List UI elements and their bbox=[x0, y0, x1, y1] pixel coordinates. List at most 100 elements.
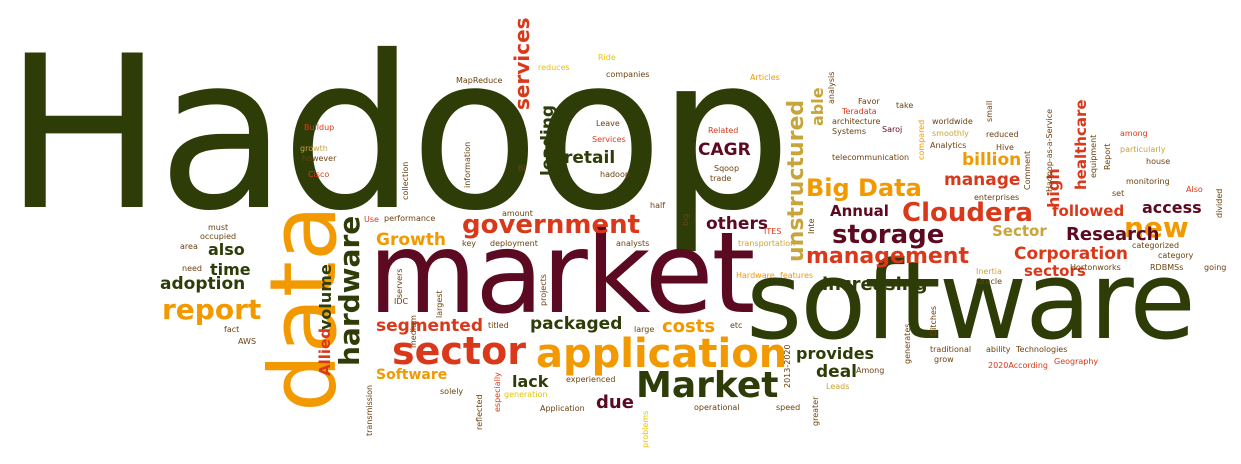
word-related: Related bbox=[708, 126, 739, 135]
word-services-cap: Services bbox=[592, 135, 626, 144]
word-years: 2013-2020 bbox=[783, 344, 792, 388]
word-cagr: CAGR bbox=[698, 140, 751, 160]
word-reflected: reflected bbox=[475, 394, 484, 430]
word-monitoring: monitoring bbox=[1126, 177, 1170, 186]
word-allied: Allied bbox=[316, 328, 334, 376]
word-services: services bbox=[510, 17, 534, 110]
word-volume: volume bbox=[316, 264, 335, 330]
word-collection: collection bbox=[401, 161, 410, 200]
word-going: going bbox=[1204, 263, 1227, 272]
word-however: however bbox=[302, 154, 337, 163]
word-medium: medium bbox=[409, 315, 418, 348]
word-compared: compared bbox=[917, 119, 926, 160]
word-favor: Favor bbox=[858, 97, 880, 106]
word-haas: Hadoop-as-a-Service bbox=[1045, 108, 1054, 192]
word-also-cap: Also bbox=[1186, 185, 1203, 194]
word-enterprises: enterprises bbox=[974, 193, 1020, 202]
word-rdbmss: RDBMSs bbox=[1150, 263, 1184, 272]
word-traditional: traditional bbox=[930, 345, 972, 354]
word-provides: provides bbox=[796, 344, 875, 363]
word-take: take bbox=[896, 101, 914, 110]
word-retail: retail bbox=[564, 148, 616, 168]
word-idc: IDC bbox=[394, 297, 409, 306]
word-projects: projects bbox=[539, 274, 548, 306]
word-operational: operational bbox=[694, 403, 740, 412]
word-systems: Systems bbox=[832, 127, 866, 136]
word-area: area bbox=[180, 242, 198, 251]
word-key: key bbox=[462, 239, 477, 248]
word-segmented: segmented bbox=[376, 316, 483, 336]
word-sector-cap: Sector bbox=[992, 222, 1047, 240]
word-amount: amount bbox=[502, 209, 533, 218]
word-corporation: Corporation bbox=[1014, 244, 1128, 264]
word-performance: performance bbox=[384, 214, 436, 223]
word-comment: Comment bbox=[1023, 150, 1032, 190]
word-ditches: Ditches bbox=[929, 305, 938, 336]
word-must: must bbox=[208, 223, 229, 232]
word-sectors: sectors bbox=[1024, 262, 1086, 280]
word-ride: Ride bbox=[598, 53, 616, 62]
word-equipment: equipment bbox=[1089, 134, 1098, 178]
word-generates: generates bbox=[903, 323, 912, 364]
word-category: category bbox=[1158, 251, 1194, 260]
word-small: small bbox=[985, 100, 994, 122]
word-problems: problems bbox=[641, 410, 650, 448]
word-increasing: increasing bbox=[822, 274, 928, 295]
word-telecommunication: telecommunication bbox=[832, 153, 910, 162]
word-big-data: Big Data bbox=[806, 174, 922, 202]
word-cisco: Cisco bbox=[308, 170, 330, 179]
word-large: large bbox=[634, 325, 655, 334]
word-due: due bbox=[596, 392, 634, 413]
word-analysts: analysts bbox=[616, 239, 650, 248]
word-sqoop: Sqoop bbox=[714, 164, 740, 173]
word-inte: Inte bbox=[807, 218, 816, 235]
word-report-cap: Report bbox=[1103, 143, 1112, 170]
word-software: software bbox=[746, 239, 1196, 364]
word-management: management bbox=[806, 244, 969, 269]
word-worldwide: worldwide bbox=[932, 117, 973, 126]
word-speed: speed bbox=[776, 403, 801, 412]
word-hardware-cap: Hardware bbox=[736, 271, 775, 280]
word-hadoop: Hadoop bbox=[4, 10, 792, 257]
word-growth-lc: growth bbox=[300, 144, 328, 153]
word-access: access bbox=[1142, 198, 1202, 217]
word-among: among bbox=[1120, 129, 1148, 138]
word-house: house bbox=[1146, 157, 1171, 166]
word-information: information bbox=[463, 141, 472, 188]
word-big: big bbox=[681, 213, 690, 226]
word-fact: fact bbox=[224, 325, 240, 334]
word-also: also bbox=[208, 240, 245, 259]
word-market: market bbox=[368, 209, 755, 339]
word-greater: greater bbox=[811, 396, 820, 426]
word-healthcare: healthcare bbox=[1072, 99, 1090, 190]
word-leads: Leads bbox=[826, 382, 850, 391]
word-manage: manage bbox=[944, 170, 1021, 190]
word-bi: BI bbox=[518, 164, 526, 173]
word-aws: AWS bbox=[238, 337, 257, 346]
word-geography: Geography bbox=[1054, 357, 1099, 366]
word-able: able bbox=[808, 87, 827, 126]
word-mapreduce: MapReduce bbox=[456, 76, 503, 85]
word-government: government bbox=[462, 210, 641, 240]
word-generation: generation bbox=[504, 390, 548, 399]
word-transportation: transportation bbox=[738, 239, 796, 248]
word-oracle: Oracle bbox=[976, 277, 1003, 286]
word-cloudera: Cloudera bbox=[902, 198, 1033, 228]
word-half: half bbox=[650, 201, 666, 210]
word-software-cap: Software bbox=[376, 367, 448, 383]
word-hadoop-lc: hadoop bbox=[600, 170, 630, 179]
word-teradata: Teradata bbox=[842, 107, 877, 116]
word-application-cap: Application bbox=[540, 404, 585, 413]
word-solely: solely bbox=[440, 387, 464, 396]
word-others: others bbox=[706, 214, 768, 234]
word-hardware: hardware bbox=[333, 215, 366, 366]
word-ability: ability bbox=[986, 345, 1011, 354]
word-growth: Growth bbox=[376, 230, 446, 250]
word-leave: Leave bbox=[596, 119, 620, 128]
word-deployment: deployment bbox=[490, 239, 538, 248]
word-particularly: particularly bbox=[1120, 145, 1166, 154]
word-sector: sector bbox=[392, 329, 526, 373]
word-reduced: reduced bbox=[986, 130, 1019, 139]
word-largest: largest bbox=[435, 290, 444, 318]
